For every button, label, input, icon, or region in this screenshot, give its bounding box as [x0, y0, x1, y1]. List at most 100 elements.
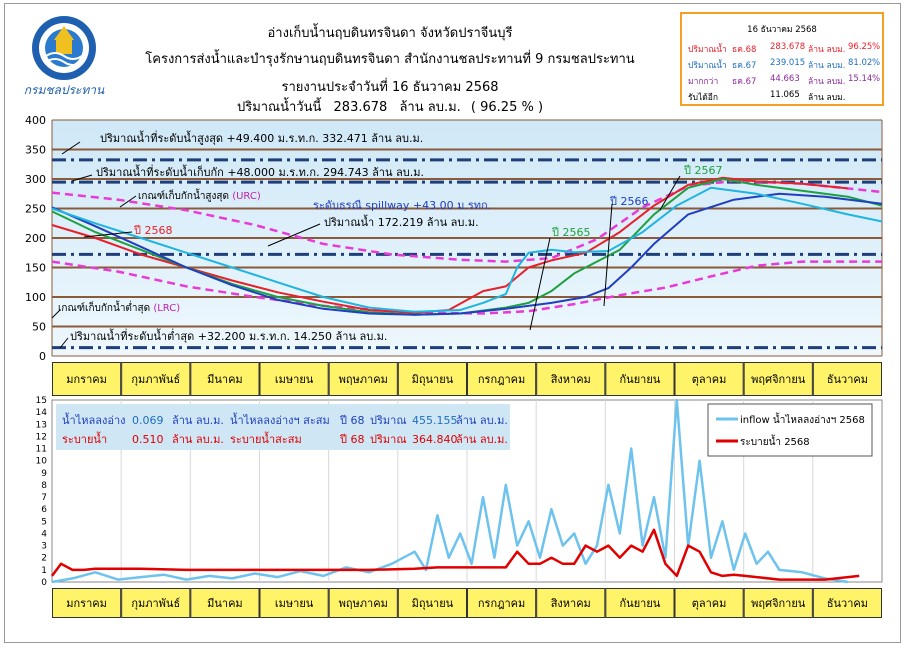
y-tick-label: 3 — [41, 542, 47, 552]
month-label: เมษายน — [275, 373, 314, 386]
series-line — [51, 260, 882, 315]
series-line — [51, 176, 848, 314]
release-cum-label: ระบายน้ำสะสม — [230, 431, 302, 446]
volume-value: 283.678 — [333, 100, 388, 115]
y-tick-label: 4 — [41, 529, 47, 539]
month-label: พฤศจิกายน — [751, 597, 806, 610]
lrc-label-text: เกณฑ์เก็บกักน้ำต่ำสุด — [58, 300, 150, 314]
month-cell — [674, 588, 744, 618]
month-cell — [536, 362, 606, 396]
summary-row: มากกว่า ธค.67 44.663 ล้าน ลบม. 15.14 % — [688, 74, 880, 87]
y-tick-label: 13 — [36, 420, 47, 430]
y-tick-label: 150 — [25, 262, 46, 275]
y-tick-label: 5 — [41, 517, 47, 527]
month-label: พฤศจิกายน — [751, 373, 806, 386]
month-cell — [536, 588, 606, 618]
grid-lines — [51, 119, 883, 357]
month-cell — [121, 362, 191, 396]
annotations: ปริมาณน้ำที่ระดับน้ำสูงสุด +49.400 ม.ร.ท… — [51, 130, 723, 349]
year-label-2566: ปี 2566 — [609, 195, 649, 208]
month-label: มิถุนายน — [412, 597, 454, 610]
month-cell — [467, 588, 537, 618]
series-line — [51, 398, 848, 584]
summary-unit: ล้าน ลบม. — [808, 61, 846, 71]
month-label: กุมภาพันธ์ — [131, 373, 180, 386]
series-lines — [51, 176, 883, 316]
y-tick-label: 14 — [36, 408, 48, 418]
inflow-cum-unit: ล้าน ลบ.ม. — [456, 414, 508, 427]
rid-logo: กรมชลประทาน — [24, 16, 105, 97]
month-label: สิงหาคม — [550, 373, 590, 386]
volume-pct: ( 96.25 % ) — [470, 100, 544, 115]
y-tick-label: 8 — [41, 481, 47, 491]
month-label: กรกฎาคม — [478, 373, 525, 386]
month-cell — [467, 362, 537, 396]
inflow-cum-label: น้ำไหลลงอ่างฯ สะสม — [230, 412, 330, 427]
ref-label-normal: ปริมาณน้ำที่ระดับน้ำเก็บกัก +48.000 ม.ร.… — [96, 164, 424, 179]
release-cum-unit: ล้าน ลบ.ม. — [456, 433, 508, 446]
month-cell — [605, 588, 675, 618]
month-cell — [52, 588, 122, 618]
pointer-line — [659, 175, 681, 211]
inflow-cum-qlabel: ปริมาณ — [370, 414, 407, 427]
urc-label-text: เกณฑ์เก็บกักน้ำสูงสุด — [138, 188, 229, 202]
month-label: พฤษภาคม — [339, 597, 388, 610]
volume-unit: ล้าน ลบ.ม. — [399, 100, 461, 115]
pointer-line — [83, 231, 133, 238]
y-tick-label: 15 — [36, 396, 47, 406]
spillway-volume-label: ปริมาณน้ำ 172.219 ล้าน ลบ.ม. — [324, 214, 479, 229]
summary-value: 283.678 — [770, 42, 806, 52]
report-label: รายงานประจำวันที่ — [281, 80, 388, 95]
month-label: พฤษภาคม — [339, 373, 388, 386]
month-label: ตุลาคม — [692, 597, 727, 610]
y-tick-label: 12 — [36, 432, 47, 442]
month-label: กุมภาพันธ์ — [131, 597, 180, 610]
y-tick-label: 10 — [36, 457, 48, 467]
month-label: กันยายน — [620, 597, 661, 610]
lrc-label: เกณฑ์เก็บกักน้ำต่ำสุด (LRC) — [58, 300, 180, 314]
series-line — [51, 186, 883, 313]
release-cum-year: ปี 68 — [339, 433, 365, 446]
urc-label: เกณฑ์เก็บกักน้ำสูงสุด (URC) — [138, 188, 261, 202]
pointer-line — [529, 237, 551, 331]
month-label: ธันวาคม — [827, 597, 868, 610]
summary-unit: ล้าน ลบม. — [808, 77, 846, 87]
title-line1: อ่างเก็บน้ำนฤบดินทรจินดา จังหวัดปราจีนบุ… — [267, 26, 513, 41]
y-tick-label: 7 — [41, 493, 47, 503]
summary-label: มากกว่า — [688, 77, 719, 87]
month-bar-top: มกราคม กุมภาพันธ์ มีนาคม เมษายน พฤษภาคม มิถุน… — [52, 362, 882, 396]
volume-line: ปริมาณน้ำวันนี้ 283.678 ล้าน ลบ.ม. ( 96.… — [120, 96, 660, 117]
month-cell — [328, 362, 398, 396]
month-label: มีนาคม — [207, 597, 243, 610]
month-cell — [397, 362, 468, 396]
summary-label: รับได้อีก — [688, 93, 719, 103]
report-line: รายงานประจำวันที่ 16 ธันวาคม 2568 — [120, 76, 660, 97]
info-box — [56, 404, 510, 450]
month-cell — [674, 362, 744, 396]
y-tick-label: 6 — [41, 505, 47, 515]
y-tick-label: 2 — [41, 554, 47, 564]
legend-label-release: ระบายน้ำ 2568 — [740, 434, 810, 448]
y-tick-label: 50 — [32, 321, 46, 334]
pointer-line — [71, 174, 93, 182]
ref-label-min: ปริมาณน้ำที่ระดับน้ำต่ำสุด +32.200 ม.ร.ท… — [70, 328, 387, 343]
legend-label-inflow: inflow น้ำไหลลงอ่างฯ 2568 — [740, 412, 865, 426]
y-tick-label: 100 — [25, 291, 46, 304]
summary-unit: ล้าน ลบม. — [808, 45, 846, 55]
series-line — [51, 179, 883, 263]
month-label: ธันวาคม — [827, 373, 868, 386]
y-tick-labels: 0 50 100 150 200 250 300 350 400 — [25, 114, 46, 363]
storage-chart: 0 50 100 150 200 250 300 350 400 ปริมาณน้ำที่ระด… — [25, 114, 883, 363]
year-label-2568: ปี 2568 — [133, 224, 173, 237]
summary-pct-unit: % — [872, 42, 881, 52]
y-tick-label: 200 — [25, 232, 46, 245]
month-label: มกราคม — [66, 597, 107, 610]
month-cell — [397, 588, 468, 618]
month-cell — [605, 362, 675, 396]
summary-row: ปริมาณน้ำ ธค.68 283.678 ล้าน ลบม. 96.25 … — [688, 42, 881, 55]
year-label-2567: ปี 2567 — [683, 164, 723, 177]
inflow-cum-value: 455.155 — [412, 414, 458, 427]
pointer-line — [59, 337, 69, 349]
summary-row: รับได้อีก 11.065 ล้าน ลบม. — [688, 90, 880, 103]
